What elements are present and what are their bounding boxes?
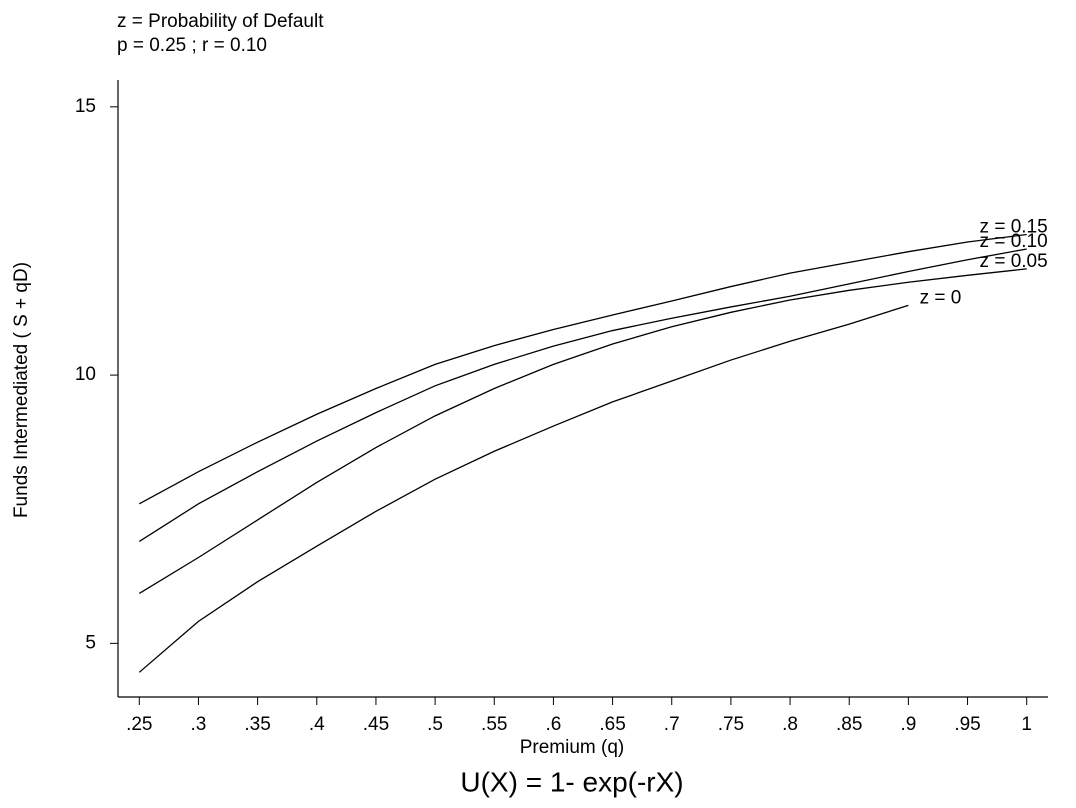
series-label: z = 0.15 [980,217,1048,238]
x-tick-label: 1 [1021,714,1032,735]
y-tick-label: 15 [75,96,96,117]
x-tick-label: .25 [126,714,152,735]
x-tick-label: .95 [954,714,980,735]
x-tick-label: .65 [599,714,625,735]
x-tick-label: .3 [191,714,207,735]
x-tick-label: .45 [363,714,389,735]
x-tick-label: .75 [718,714,744,735]
x-tick-label: .9 [900,714,916,735]
x-tick-label: .35 [244,714,270,735]
caption: U(X) = 1- exp(-rX) [460,766,683,797]
series-line [138,268,1027,595]
series-label: z = 0.10 [980,231,1048,252]
x-tick-label: .7 [664,714,680,735]
x-tick-label: .8 [782,714,798,735]
chart-title: z = Probability of Default [117,11,324,32]
series-label: z = 0.05 [980,251,1048,272]
chart-subtitle: p = 0.25 ; r = 0.10 [117,35,267,56]
x-tick-label: .5 [427,714,443,735]
x-axis-label: Premium (q) [520,737,625,758]
x-tick-label: .55 [481,714,507,735]
series-line [138,304,909,673]
y-axis-label: Funds Intermediated ( S + qD) [11,262,32,518]
x-tick-label: .6 [545,714,561,735]
y-tick-label: 5 [85,632,96,653]
x-tick-label: .85 [836,714,862,735]
series-label: z = 0 [920,287,962,308]
series-line [138,248,1027,542]
y-tick-label: 10 [75,364,96,385]
x-tick-label: .4 [309,714,325,735]
series-line [138,233,1027,505]
